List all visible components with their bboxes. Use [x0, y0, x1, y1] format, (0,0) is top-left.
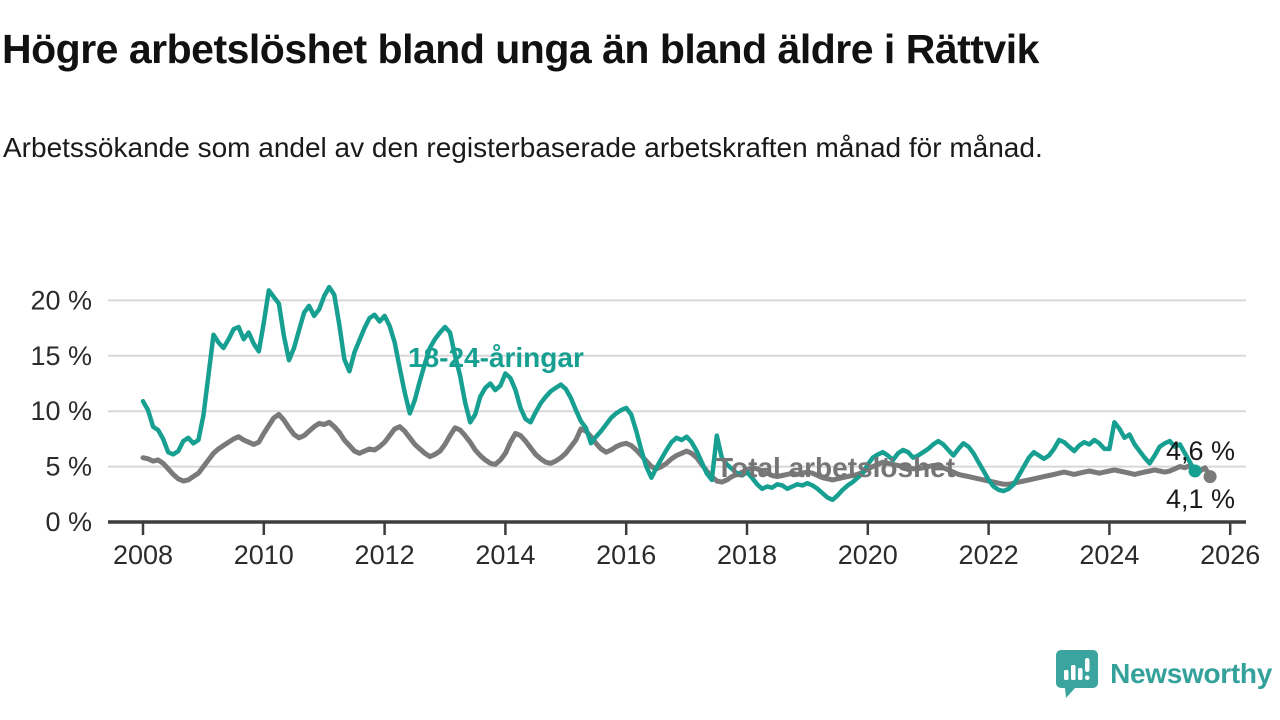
svg-text:2016: 2016 — [596, 540, 656, 570]
svg-text:2010: 2010 — [234, 540, 294, 570]
newsworthy-logo-text: Newsworthy — [1110, 658, 1272, 689]
svg-text:20 %: 20 % — [30, 285, 92, 315]
svg-text:0 %: 0 % — [45, 507, 92, 537]
svg-text:2012: 2012 — [355, 540, 415, 570]
svg-text:2014: 2014 — [475, 540, 535, 570]
end-value-label-total: 4,1 % — [1166, 484, 1236, 514]
svg-text:2026: 2026 — [1200, 540, 1260, 570]
page-title: Högre arbetslöshet bland unga än bland ä… — [2, 26, 1039, 72]
svg-text:15 %: 15 % — [30, 341, 92, 371]
svg-text:2020: 2020 — [838, 540, 898, 570]
series-label-total: Total arbetslöshet — [716, 452, 956, 483]
newsworthy-logo-icon — [1056, 650, 1099, 698]
chart-canvas: 0 % 5 % 10 % 15 % 20 % 2008 2010 2012 2014 2016 20… — [30, 284, 1260, 570]
page-subtitle: Arbetssökande som andel av den registerb… — [3, 132, 1043, 163]
svg-text:2008: 2008 — [113, 540, 173, 570]
svg-text:10 %: 10 % — [30, 396, 92, 426]
series-label-youth: 18-24-åringar — [408, 342, 584, 373]
svg-text:2024: 2024 — [1079, 540, 1139, 570]
newsworthy-branding: Newsworthy — [1056, 648, 1272, 700]
svg-text:5 %: 5 % — [45, 452, 92, 482]
svg-text:2018: 2018 — [717, 540, 777, 570]
svg-text:2022: 2022 — [959, 540, 1019, 570]
end-value-label-youth: 4,6 % — [1166, 436, 1236, 466]
